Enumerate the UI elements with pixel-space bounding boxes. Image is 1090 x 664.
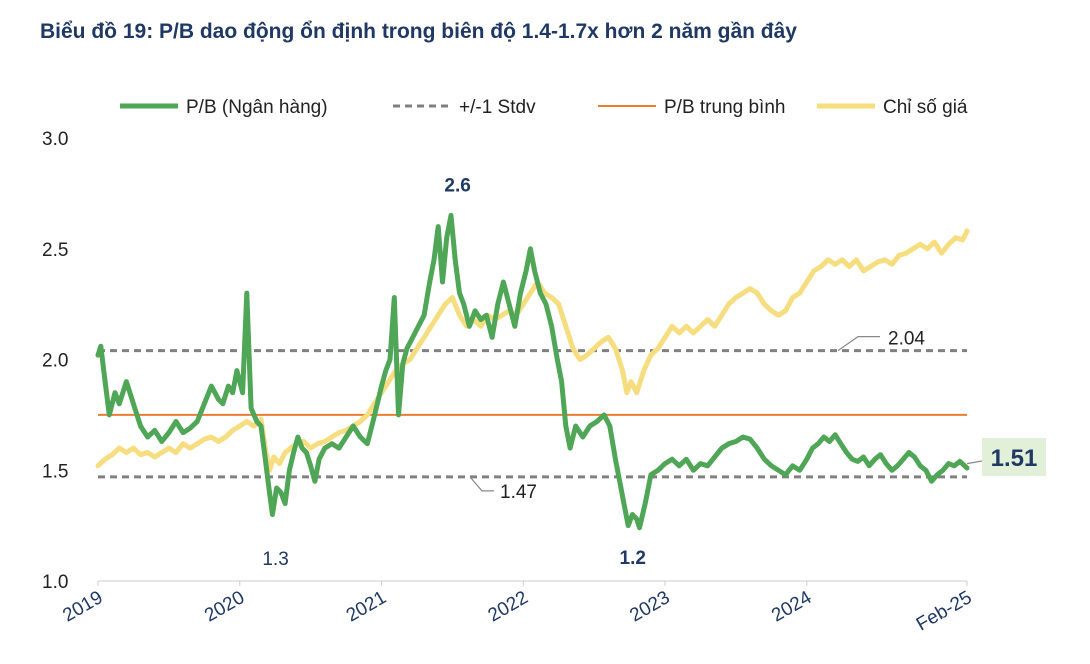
lower-label-leader bbox=[469, 476, 494, 492]
x-tick-label-3: 2022 bbox=[485, 587, 532, 626]
pb-series-line bbox=[95, 213, 970, 531]
x-axis: 2019 2020 2021 2022 2023 2024 Feb-25 bbox=[59, 580, 976, 635]
legend-label-2: P/B trung bình bbox=[664, 97, 785, 118]
price-index-series-line bbox=[95, 228, 970, 473]
x-tick-label-6: Feb-25 bbox=[913, 587, 976, 635]
lower-stdv-label: 1.47 bbox=[500, 482, 537, 503]
series-group bbox=[95, 213, 970, 531]
last-value-box bbox=[982, 438, 1046, 476]
legend-item-2: P/B trung bình bbox=[598, 97, 785, 118]
annotation-label-1: 1.3 bbox=[262, 549, 288, 570]
chart-title: Biểu đồ 19: P/B dao động ổn định trong b… bbox=[40, 20, 797, 43]
legend-label-0: P/B (Ngân hàng) bbox=[186, 97, 328, 118]
annotations: 2.04 1.47 2.6 1.3 1.2 1.51 bbox=[262, 176, 1046, 570]
legend-item-0: P/B (Ngân hàng) bbox=[120, 97, 328, 118]
x-tick-label-1: 2020 bbox=[201, 587, 248, 626]
legend-item-3: Chỉ số giá bbox=[817, 97, 968, 118]
x-tick-label-0: 2019 bbox=[59, 587, 106, 626]
x-tick-label-5: 2024 bbox=[768, 587, 815, 627]
x-tick-label-4: 2023 bbox=[626, 587, 673, 626]
annotation-label-2: 1.2 bbox=[620, 548, 646, 569]
x-tick-label-2: 2021 bbox=[343, 587, 390, 626]
last-value-leader bbox=[966, 460, 983, 465]
y-axis: 3.0 2.5 2.0 1.5 1.0 bbox=[42, 129, 68, 593]
legend-label-1: +/-1 Stdv bbox=[459, 97, 536, 118]
legend: P/B (Ngân hàng) +/-1 Stdv P/B trung bình Ch… bbox=[120, 97, 968, 118]
y-tick-label-0: 3.0 bbox=[42, 129, 68, 150]
y-tick-label-1: 2.5 bbox=[42, 240, 68, 261]
y-tick-label-2: 2.0 bbox=[42, 351, 68, 372]
legend-label-3: Chỉ số giá bbox=[883, 97, 968, 118]
upper-stdv-label: 2.04 bbox=[888, 329, 925, 350]
y-tick-label-3: 1.5 bbox=[42, 461, 68, 482]
reference-lines bbox=[98, 349, 967, 479]
legend-item-1: +/-1 Stdv bbox=[393, 97, 536, 118]
y-tick-label-4: 1.0 bbox=[42, 572, 68, 593]
last-value-label: 1.51 bbox=[991, 445, 1038, 472]
annotation-label-0: 2.6 bbox=[444, 176, 470, 197]
upper-label-leader bbox=[837, 336, 880, 352]
